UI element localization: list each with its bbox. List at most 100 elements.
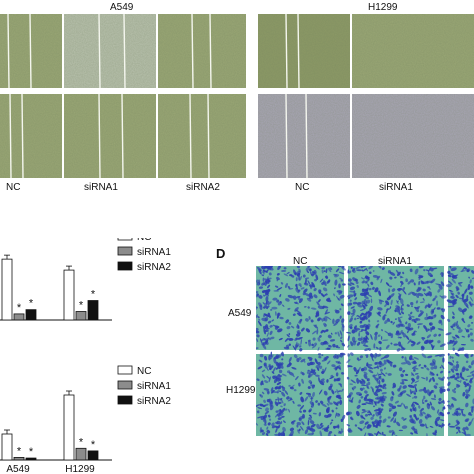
transwell-col-label-sirna1: siRNA1 [378,256,412,267]
stained-cell [407,384,414,388]
stained-cell [296,421,301,426]
wound-tile-texture-10 [352,94,474,178]
stained-cell [318,376,320,382]
stained-cell [328,431,333,434]
stained-cell [423,325,427,330]
stained-cell [410,432,414,435]
stained-cell [395,330,400,334]
bar-h1299-nc [63,394,75,461]
stained-cell [412,384,417,389]
stained-cell [313,269,317,275]
stained-cell [306,270,309,274]
stained-cell [409,414,413,418]
stained-cell [309,428,316,432]
stained-cell [452,413,457,416]
stained-cell [271,422,275,427]
stained-cell [274,325,280,328]
stained-cell [376,320,380,323]
stained-cell [456,380,461,382]
stained-cell [392,364,397,368]
stained-cell [300,287,305,290]
stained-cell [441,308,446,313]
stained-cell [368,369,374,374]
stained-cell [413,360,417,364]
stained-cell [333,434,337,436]
stained-cell [422,339,425,341]
stained-cell [304,292,310,297]
stained-cell [391,429,396,436]
stained-cell [380,371,386,377]
stained-cell [405,373,409,377]
stained-cell [259,338,263,343]
stained-cell [361,378,366,383]
stained-cell [378,299,385,303]
stained-cell [347,335,350,342]
stained-cell [370,416,374,420]
stained-cell [371,286,375,290]
stained-cell [347,296,351,300]
stained-cell [441,295,447,299]
stained-cell [296,424,299,428]
stained-cell [295,341,298,347]
stained-cell [400,390,407,394]
stained-cell [315,364,321,369]
stained-cell [256,334,260,338]
stained-cell [372,423,376,428]
stained-cell [463,301,469,307]
stained-cell [289,362,291,366]
stained-cell [310,397,314,400]
stained-cell [314,278,318,282]
stained-cell [381,431,384,435]
stained-cell [425,423,428,429]
stained-cell [358,366,361,372]
stained-cell [454,352,460,357]
stained-cell [339,294,345,299]
stained-cell [462,427,466,431]
scratch-edge-line [191,13,194,89]
stained-cell [468,386,471,392]
stained-cell [349,286,356,291]
stained-cell [353,293,357,297]
stained-cell [286,396,290,400]
stained-cell [333,377,336,382]
stained-cell [464,327,468,332]
stained-cell [295,287,300,294]
stained-cell [455,294,459,299]
stained-cell [456,326,461,330]
stained-cell [365,279,369,283]
stained-cell [318,355,322,359]
stained-cell [408,327,414,331]
stained-cell [366,362,369,367]
stained-cell [285,319,290,324]
stained-cell [330,385,333,388]
stained-cell [388,407,393,412]
stained-cell [329,339,336,342]
stained-cell [273,290,280,292]
stained-cell [417,323,424,325]
stained-cell [446,284,452,288]
stained-cell [311,271,315,276]
stained-cell [278,369,283,374]
stained-cell [414,380,420,384]
stained-cell [298,382,301,387]
stained-cell [360,341,364,344]
stained-cell [262,302,266,305]
stained-cell [350,312,355,315]
stained-cell [288,288,294,290]
stained-cell [382,418,387,424]
stained-cell [268,376,271,383]
stained-cell [441,388,446,392]
stained-cell [372,269,375,272]
stained-cell [426,432,428,436]
stained-cell [447,423,450,426]
stained-cell [336,354,341,358]
scratch-edge-line [121,93,124,179]
stained-cell [308,408,312,413]
stained-cell [359,317,366,321]
stained-cell [379,384,383,388]
stained-cell [262,404,266,408]
stained-cell [347,283,352,286]
stained-cell [338,271,345,275]
legend-label-sirna1: siRNA1 [137,247,171,258]
stained-cell [326,347,331,350]
